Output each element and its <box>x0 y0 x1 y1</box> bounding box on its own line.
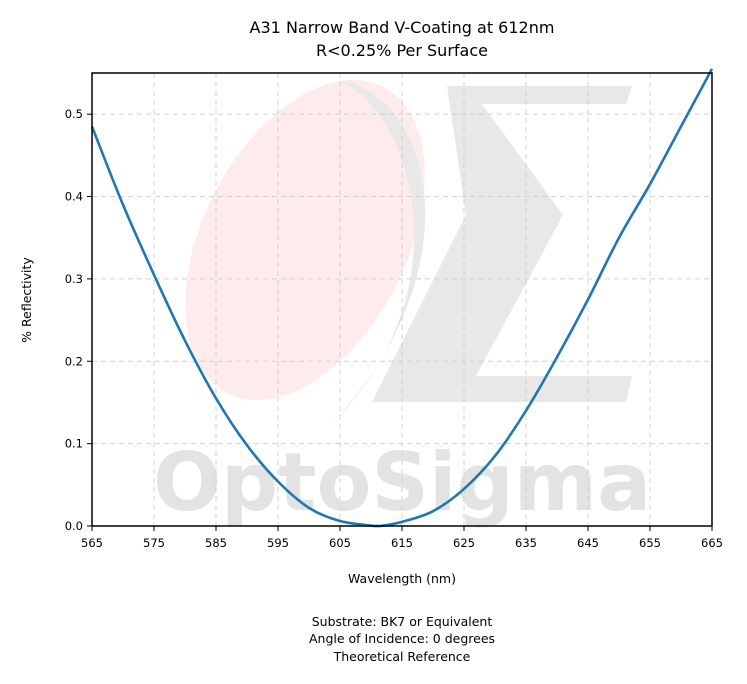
x-axis-label: Wavelength (nm) <box>348 571 456 586</box>
chart-title-line-2: R<0.25% Per Surface <box>316 41 488 60</box>
x-tick-label: 595 <box>267 536 289 550</box>
y-tick-label: 0.4 <box>65 190 83 204</box>
x-tick-label: 565 <box>81 536 103 550</box>
chart-title-line-1: A31 Narrow Band V-Coating at 612nm <box>250 18 555 37</box>
x-tick-label: 645 <box>577 536 599 550</box>
sigma-logo-icon <box>372 86 632 402</box>
y-tick-label: 0.2 <box>65 354 83 368</box>
x-tick-label: 665 <box>701 536 723 550</box>
x-tick-label: 655 <box>639 536 661 550</box>
axis-ticks: 565 575 585 595 605 615 625 635 645 655 665 0.0 0.1 0… <box>65 107 723 550</box>
x-tick-label: 575 <box>143 536 165 550</box>
y-tick-label: 0.0 <box>65 519 83 533</box>
x-tick-label: 635 <box>515 536 537 550</box>
footer-angle: Angle of Incidence: 0 degrees <box>309 631 495 646</box>
x-tick-label: 615 <box>391 536 413 550</box>
watermark-ellipse <box>185 79 425 401</box>
x-tick-label: 585 <box>205 536 227 550</box>
y-tick-label: 0.3 <box>65 272 83 286</box>
y-tick-label: 0.1 <box>65 437 83 451</box>
x-tick-label: 625 <box>453 536 475 550</box>
watermark: OptoSigma <box>153 79 651 529</box>
plot-area-frame <box>91 72 713 527</box>
y-axis-label: % Reflectivity <box>19 257 34 343</box>
footer-substrate: Substrate: BK7 or Equivalent <box>312 614 493 629</box>
x-tick-label: 605 <box>329 536 351 550</box>
y-tick-label: 0.5 <box>65 107 83 121</box>
footer-reference: Theoretical Reference <box>333 649 471 664</box>
